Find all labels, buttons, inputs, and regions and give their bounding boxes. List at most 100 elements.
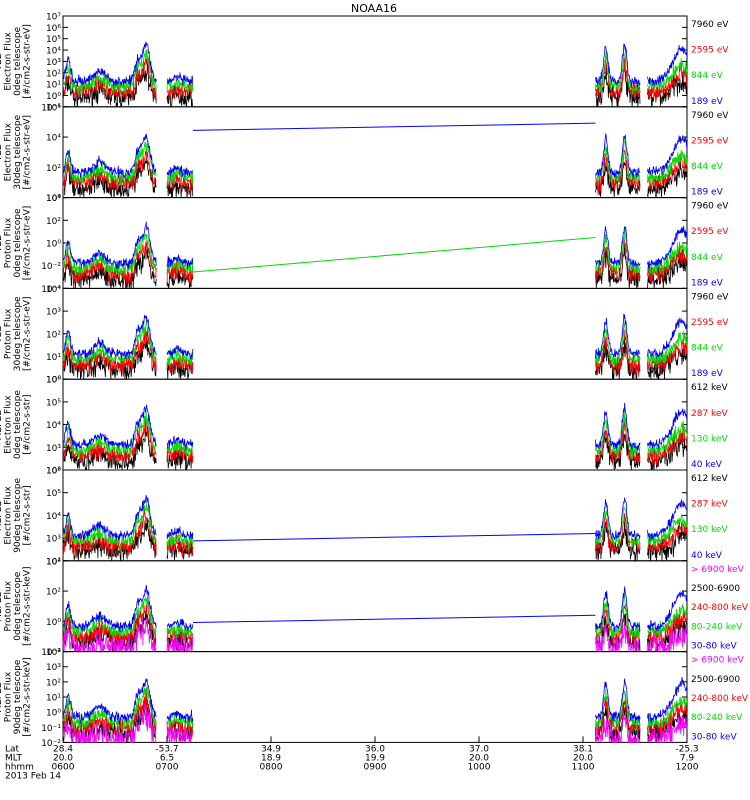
series-red (595, 237, 641, 284)
series-red (62, 417, 157, 464)
panel-frame (62, 197, 688, 289)
series-blue (595, 402, 641, 451)
x-tick-label-lat: 28.4 (53, 744, 73, 754)
gap-line (192, 533, 596, 542)
legend-entry: 844 eV (691, 253, 724, 263)
y-axis-label-line: 30deg telescope (13, 114, 23, 189)
y-tick-label: 10¹ (46, 81, 61, 91)
y-axis-label-line: TED (0, 52, 4, 71)
y-axis-label-line: 90deg telescope (13, 478, 23, 553)
legend-entry: 189 eV (691, 278, 724, 288)
x-tick-label-lat: 38.1 (573, 744, 593, 754)
series-blue (595, 43, 641, 88)
legend-entry: 287 keV (691, 409, 728, 419)
y-axis-label-line: MEPED (0, 409, 4, 441)
series-red (62, 148, 157, 192)
y-axis-label-line: 90deg telescope (13, 659, 23, 734)
series-green (647, 421, 688, 458)
legend-entry: 2595 eV (691, 136, 729, 146)
series-blue (647, 135, 688, 176)
x-tick-label-lat: 36.0 (365, 744, 385, 754)
legend-entry: 40 keV (691, 460, 723, 470)
series-red (166, 353, 194, 375)
series-black (595, 162, 641, 198)
y-tick-label: 10⁷ (46, 13, 61, 23)
x-tick-label-mlt: 20.0 (573, 753, 593, 763)
gap-line (192, 237, 596, 273)
series-magenta (166, 724, 194, 744)
series-green (647, 149, 688, 187)
y-tick-label: 10⁴ (46, 557, 61, 567)
y-tick-label: 10² (46, 467, 61, 477)
series-red (62, 508, 157, 559)
legend-entry: 189 eV (691, 188, 724, 198)
legend-entry: 240-800 keV (691, 694, 749, 704)
x-tick-label-time: 1200 (676, 762, 699, 772)
y-tick-label: 10⁴ (46, 47, 61, 57)
x-tick-label-time: 0800 (260, 762, 283, 772)
y-axis-label-line: Proton Flux (4, 671, 14, 722)
series-blue (647, 45, 688, 86)
x-tick-label-lat: 34.9 (261, 744, 281, 754)
series-red (166, 261, 194, 285)
y-tick-label: 10⁴ (46, 648, 61, 658)
panel-frame (62, 378, 688, 471)
panel-2: 10⁰ 10² 10⁴ 10⁶ TEDElectron Flux30deg telesc… (0, 103, 729, 204)
panel-6: 10² 10³ 10⁴ 10⁵ 10⁶ MEPEDElectron Flux90deg t… (0, 467, 728, 568)
series-red (595, 149, 641, 196)
y-axis-label: MEPEDElectron Flux0deg telescope[#/cm2-s… (0, 390, 33, 460)
series-green (647, 604, 688, 639)
series-green (595, 688, 641, 729)
series-green (62, 318, 157, 367)
series-green (166, 77, 194, 93)
x-tick-label-lat: -25.3 (675, 744, 698, 754)
y-tick-label: 10³ (46, 444, 61, 454)
y-axis-label-line: 0deg telescope (13, 26, 23, 96)
y-axis-label-line: Proton Flux (4, 308, 14, 359)
panel-frame (62, 15, 688, 108)
panel-1: 10⁻¹10⁰10¹10²10³10⁴10⁵10⁶10⁷TEDElectron … (0, 13, 729, 114)
y-axis-label-line: [#/cm2-s-str] (23, 485, 33, 545)
series-magenta (647, 626, 688, 653)
series-blue (166, 254, 194, 269)
legend-entry: 7960 eV (691, 111, 729, 121)
y-axis-label-line: TED (0, 143, 4, 162)
series-green (166, 257, 194, 276)
series-green (647, 696, 688, 728)
y-axis-label-line: MEPED (0, 500, 4, 532)
y-axis-label: TEDProton Flux0deg telescope[#/cm2-s-str… (0, 206, 33, 281)
series-magenta (647, 713, 688, 743)
series-magenta (595, 710, 641, 744)
series-blue (595, 678, 641, 723)
date-label: 2013 Feb 14 (5, 771, 61, 781)
series-green (166, 712, 194, 730)
y-axis-label: MEPEDProton Flux90deg telescope[#/cm2-s-… (0, 657, 33, 736)
y-tick-label: 10³ (46, 663, 61, 673)
series-blue (166, 164, 193, 178)
x-tick-label-mlt: 7.9 (680, 753, 695, 763)
series-green (62, 502, 157, 551)
chart-title: NOAA16 (351, 2, 397, 15)
series-blue (647, 590, 688, 632)
y-tick-label: 10³ (46, 535, 61, 545)
series-red (595, 421, 641, 465)
panel-frame (62, 469, 688, 562)
y-tick-label: 10⁶ (46, 103, 61, 113)
y-axis-label-line: Electron Flux (4, 122, 14, 181)
series-green (62, 409, 157, 458)
x-tick-label-mlt: 6.5 (160, 753, 174, 763)
legend-entry: 2595 eV (691, 46, 729, 56)
legend-entry: > 6900 keV (691, 656, 745, 666)
y-axis-label-line: Electron Flux (4, 395, 14, 454)
y-tick-label: 10⁵ (46, 489, 61, 499)
series-blue (62, 495, 157, 541)
legend-entry: 7960 eV (691, 292, 729, 302)
series-green (595, 50, 641, 95)
y-tick-label: 10⁻² (41, 648, 61, 658)
x-tick-label-time: 0700 (156, 762, 179, 772)
series-green (647, 58, 688, 91)
y-axis-label-line: [#/cm2-s-str] (23, 395, 33, 455)
series-black (62, 517, 157, 562)
y-tick-label: 10⁰ (46, 92, 61, 102)
